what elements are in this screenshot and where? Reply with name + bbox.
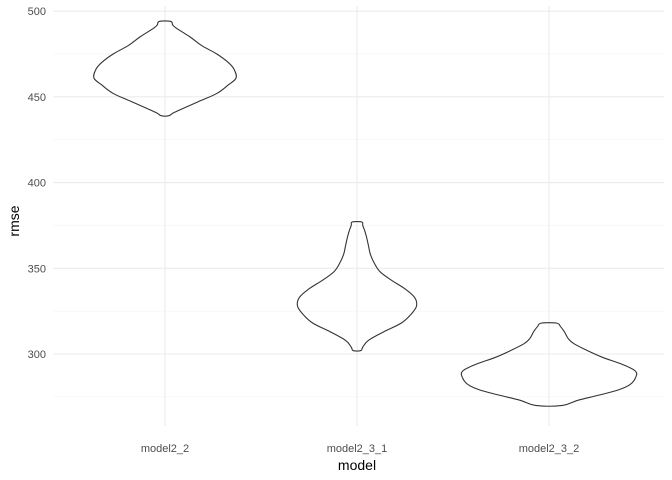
y-tick-label: 400 — [28, 178, 46, 190]
x-axis-ticks: model2_2 model2_3_1 model2_3_2 — [141, 443, 579, 455]
y-axis-title: rmse — [6, 205, 22, 236]
x-tick-label: model2_3_2 — [519, 443, 580, 455]
x-tick-label: model2_3_1 — [327, 443, 388, 455]
violins — [93, 20, 638, 407]
y-tick-label: 300 — [28, 349, 46, 361]
y-tick-label: 450 — [28, 92, 46, 104]
violin-model2_3_2 — [460, 322, 638, 407]
x-axis-title: model — [338, 457, 376, 473]
y-axis-ticks: 300 350 400 450 500 — [28, 6, 46, 361]
grid-lines — [53, 6, 664, 426]
violin-model2_3_1 — [296, 220, 418, 352]
x-tick-label: model2_2 — [141, 443, 189, 455]
violin-model2_2 — [93, 20, 237, 117]
y-tick-label: 350 — [28, 263, 46, 275]
y-tick-label: 500 — [28, 6, 46, 18]
